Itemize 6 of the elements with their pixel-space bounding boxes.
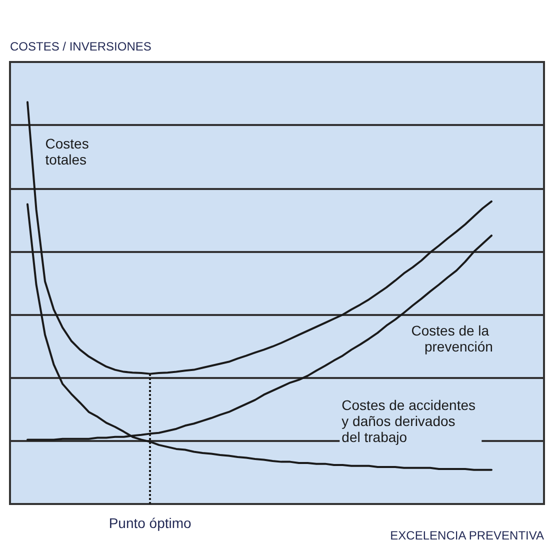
series-label: Costes de accidentes y daños derivados del trabajo (342, 397, 480, 446)
series-label: Costes de la prevención (411, 322, 493, 355)
series-label: Costes totales (45, 135, 93, 168)
x-axis-title: EXCELENCIA PREVENTIVA (390, 528, 544, 542)
annotation: Punto óptimo (108, 515, 192, 531)
y-axis-title: COSTES / INVERSIONES (10, 40, 152, 54)
